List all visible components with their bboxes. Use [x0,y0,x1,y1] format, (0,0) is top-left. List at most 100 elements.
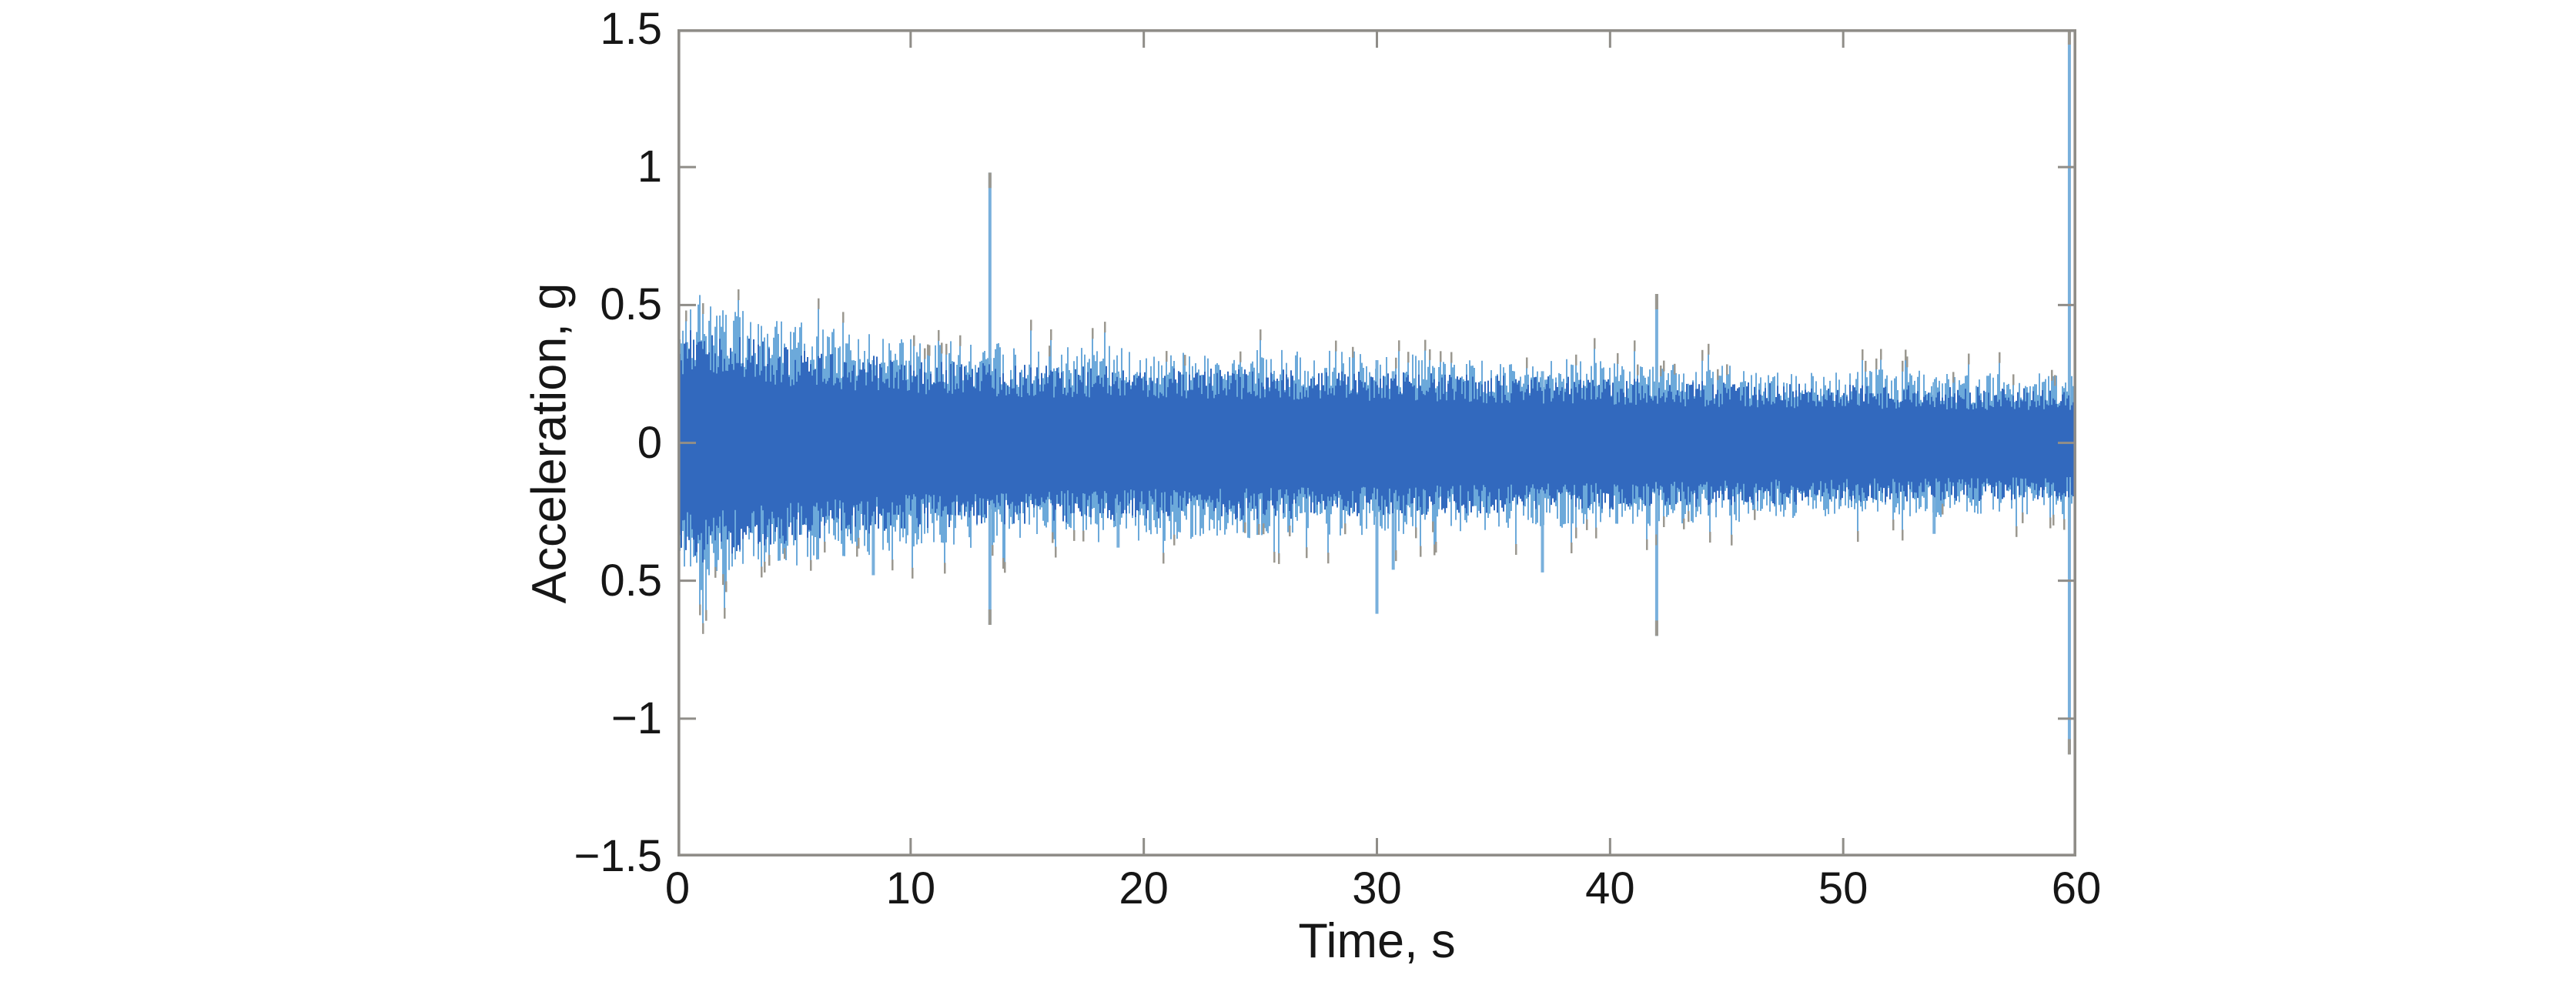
gray-tip [1708,343,1710,355]
gray-tip [1429,349,1431,360]
gray-tip [928,345,931,356]
gray-tip [1906,356,1909,368]
gray-tip [1263,523,1265,535]
gray-tip [1586,519,1588,530]
x-tick-label: 0 [664,863,691,913]
gray-tip [1415,527,1417,539]
gray-tip [702,303,704,314]
gray-tip [725,581,728,593]
gray-tip [1239,351,1242,362]
gray-tip [2016,526,2018,537]
gray-tip [1327,553,1330,564]
y-tick-label: 0.5 [600,279,662,330]
gray-tip [927,344,929,356]
gray-tip [1663,360,1665,372]
gray-tip [2022,512,2024,523]
gray-tip [1862,349,1864,360]
gray-tip [1260,329,1262,341]
gray-tip [1726,364,1728,376]
gray-tip [1880,349,1882,360]
gray-tip [1395,550,1397,562]
gray-tip [1244,522,1246,533]
gray-tip [1717,369,1719,380]
gray-tip [1575,354,1577,366]
gray-tip [1865,360,1867,372]
x-tick-label: 10 [885,863,936,913]
noise-gray-tips [685,289,2076,634]
gray-tip [2051,369,2053,381]
gray-tip [941,342,943,354]
gray-tip [1352,346,1354,358]
gray-tip [1398,340,1400,352]
gray-tip [1875,358,1878,369]
gray-tip [1594,338,1596,349]
gray-tip [1663,516,1665,527]
gray-tip [1289,526,1291,536]
y-tick-label: 0 [637,417,662,468]
gray-tip [1050,329,1052,340]
x-tick-label: 60 [2051,863,2102,913]
gray-tip [1344,523,1347,535]
gray-tip [1902,360,1904,372]
gray-tip [1674,363,1676,375]
gray-tip [1335,340,1337,352]
gray-tip [705,609,708,621]
gray-tip [1030,319,1032,331]
gray-tip [1435,542,1437,553]
gray-tip [1407,352,1410,363]
gray-tip [1905,349,1907,361]
gray-tip [764,561,766,573]
gray-tip [1092,328,1094,339]
gray-tip [1952,372,1955,383]
gray-tip [1258,524,1260,535]
gray-tip [1902,529,1904,541]
gray-tip [1968,353,1970,365]
gray-tip [784,548,786,559]
gray-tip [858,537,860,549]
gray-tip [1049,346,1051,357]
gray-tip [1660,366,1662,376]
gray-tip [702,623,704,634]
x-axis-title: Time, s [1298,914,1456,968]
gray-tip [1942,503,1944,515]
gray-tip [1432,521,1434,533]
gray-tip [1173,534,1176,546]
waveform-svg [677,29,2076,856]
gray-tip [1073,529,1076,541]
gray-tip [912,567,914,579]
gray-tip [1450,352,1453,363]
gray-tip [1999,352,2001,363]
gray-tip [1278,553,1280,564]
gray-tip [768,555,771,566]
gray-tip [1655,534,1658,546]
gray-tip [1055,546,1057,558]
gray-tip [1004,562,1006,573]
gray-tip [1052,532,1054,543]
gray-tip [856,546,858,557]
gray-tip [738,289,740,300]
gray-tip [913,335,915,346]
y-tick-label: 1.5 [600,4,662,54]
gray-tip [1571,543,1573,553]
x-tick-label: 40 [1585,863,1635,913]
gray-tip [724,607,726,619]
gray-tip [1082,530,1085,542]
gray-tip [924,348,926,359]
gray-tip [2049,517,2052,529]
gray-tip [1731,534,1733,546]
gray-tip [1273,552,1276,563]
gray-tip [944,563,946,574]
gray-tip [761,566,763,578]
gray-tip [1857,531,1859,543]
gray-tip [1420,546,1422,557]
gray-tip [824,541,826,553]
gray-tip [1440,351,1442,362]
gray-tip [842,312,845,323]
gray-tip [1515,544,1517,555]
gray-tip [1002,558,1005,569]
x-tick-label: 30 [1352,863,1402,913]
gray-tip [1634,340,1636,352]
gray-tip [1683,518,1685,529]
gray-tip [1184,355,1186,366]
gray-tip [1395,357,1397,369]
